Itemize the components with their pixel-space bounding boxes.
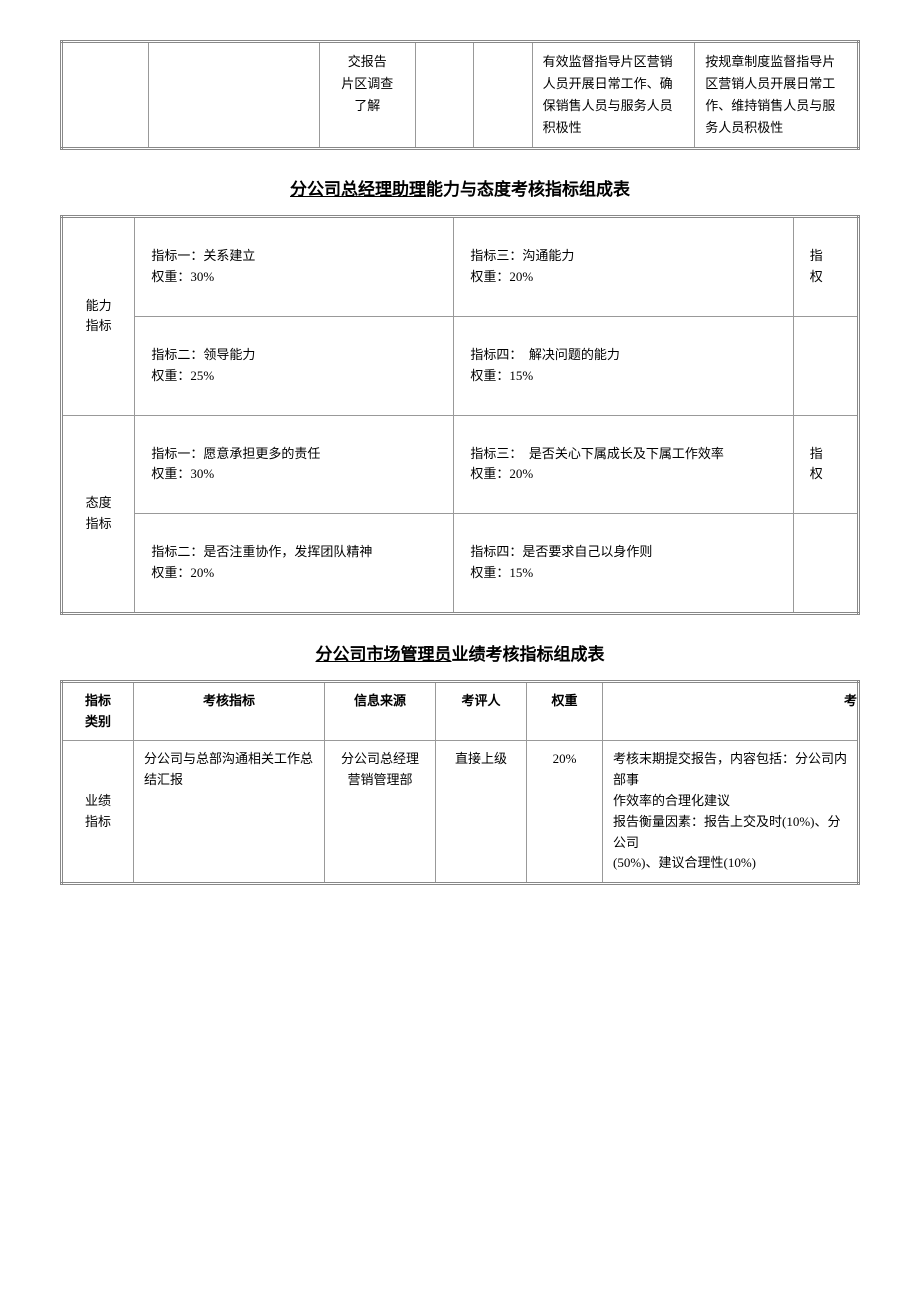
row-header-ability: 能力 指标 <box>62 217 135 415</box>
row-category: 业绩 指标 <box>62 741 134 884</box>
indicator-label: 指标二：是否注重协作，发挥团队精神 <box>151 542 437 563</box>
cell: 指标三： 是否关心下属成长及下属工作效率 权重：20% <box>454 415 793 514</box>
col-header-reviewer: 考评人 <box>436 681 527 741</box>
indicator-label: 指标三： 是否关心下属成长及下属工作效率 <box>470 444 776 465</box>
cell-weight: 20% <box>527 741 603 884</box>
cell: 按规章制度监督指导片区营销人员开展日常工作、维持销售人员与服务人员积极性 <box>695 42 859 149</box>
cell-edge <box>793 514 858 614</box>
indicator-label: 指标四：是否要求自己以身作则 <box>470 542 776 563</box>
cell: 指标四：是否要求自己以身作则 权重：15% <box>454 514 793 614</box>
row-header-attitude: 态度 指标 <box>62 415 135 613</box>
cell <box>62 42 149 149</box>
indicator-label: 指标三：沟通能力 <box>470 246 776 267</box>
cell <box>416 42 474 149</box>
table-row: 交报告 片区调查 了解 有效监督指导片区营销人员开展日常工作、确保销售人员与服务… <box>62 42 859 149</box>
cell-reviewer: 直接上级 <box>436 741 527 884</box>
cell <box>149 42 319 149</box>
title-underline-part: 分公司市场管理员 <box>316 645 452 664</box>
cell-source: 分公司总经理 营销管理部 <box>325 741 436 884</box>
cell: 指标一：关系建立 权重：30% <box>135 217 454 317</box>
weight-label: 权 <box>810 464 841 485</box>
table-row: 指标二：领导能力 权重：25% 指标四： 解决问题的能力 权重：15% <box>62 316 859 415</box>
title-underline-part: 分公司总经理助理 <box>290 180 426 199</box>
table-header-row: 指标 类别 考核指标 信息来源 考评人 权重 考 <box>62 681 859 741</box>
col-header-category: 指标 类别 <box>62 681 134 741</box>
indicator-label: 指标一：愿意承担更多的责任 <box>151 444 437 465</box>
weight-label: 权重：20% <box>470 267 776 288</box>
cell: 指标四： 解决问题的能力 权重：15% <box>454 316 793 415</box>
cell: 指标二：领导能力 权重：25% <box>135 316 454 415</box>
table-row: 态度 指标 指标一：愿意承担更多的责任 权重：30% 指标三： 是否关心下属成长… <box>62 415 859 514</box>
cell-edge: 指 权 <box>793 415 858 514</box>
cell: 指标三：沟通能力 权重：20% <box>454 217 793 317</box>
cell: 指标一：愿意承担更多的责任 权重：30% <box>135 415 454 514</box>
weight-label: 权重：30% <box>151 267 437 288</box>
cell-edge <box>793 316 858 415</box>
weight-label: 权重：20% <box>470 464 776 485</box>
indicator-label: 指 <box>810 444 841 465</box>
weight-label: 权重：30% <box>151 464 437 485</box>
title-rest: 业绩考核指标组成表 <box>452 645 605 664</box>
title-rest: 能力与态度考核指标组成表 <box>426 180 630 199</box>
performance-table: 指标 类别 考核指标 信息来源 考评人 权重 考 业绩 指标 分公司与总部沟通相… <box>60 680 860 885</box>
indicator-label: 指 <box>810 246 841 267</box>
indicator-label: 指标四： 解决问题的能力 <box>470 345 776 366</box>
col-header-indicator: 考核指标 <box>134 681 325 741</box>
section-title-performance: 分公司市场管理员业绩考核指标组成表 <box>60 640 860 665</box>
weight-label: 权 <box>810 267 841 288</box>
col-header-source: 信息来源 <box>325 681 436 741</box>
cell-desc: 考核末期提交报告，内容包括：分公司内部事 作效率的合理化建议 报告衡量因素：报告… <box>603 741 859 884</box>
weight-label: 权重：25% <box>151 366 437 387</box>
cell <box>474 42 532 149</box>
section-title-ability: 分公司总经理助理能力与态度考核指标组成表 <box>60 175 860 200</box>
cell-edge: 指 权 <box>793 217 858 317</box>
table-row: 指标二：是否注重协作，发挥团队精神 权重：20% 指标四：是否要求自己以身作则 … <box>62 514 859 614</box>
cell: 交报告 片区调查 了解 <box>319 42 415 149</box>
weight-label: 权重：20% <box>151 563 437 584</box>
cell: 指标二：是否注重协作，发挥团队精神 权重：20% <box>135 514 454 614</box>
table-row: 业绩 指标 分公司与总部沟通相关工作总结汇报 分公司总经理 营销管理部 直接上级… <box>62 741 859 884</box>
indicator-label: 指标二：领导能力 <box>151 345 437 366</box>
cell: 有效监督指导片区营销人员开展日常工作、确保销售人员与服务人员积极性 <box>532 42 695 149</box>
col-header-desc: 考 <box>603 681 859 741</box>
table-row: 能力 指标 指标一：关系建立 权重：30% 指标三：沟通能力 权重：20% 指 … <box>62 217 859 317</box>
col-header-weight: 权重 <box>527 681 603 741</box>
weight-label: 权重：15% <box>470 366 776 387</box>
cell-indicator: 分公司与总部沟通相关工作总结汇报 <box>134 741 325 884</box>
ability-attitude-table: 能力 指标 指标一：关系建立 权重：30% 指标三：沟通能力 权重：20% 指 … <box>60 215 860 614</box>
weight-label: 权重：15% <box>470 563 776 584</box>
indicator-label: 指标一：关系建立 <box>151 246 437 267</box>
top-fragment-table: 交报告 片区调查 了解 有效监督指导片区营销人员开展日常工作、确保销售人员与服务… <box>60 40 860 150</box>
